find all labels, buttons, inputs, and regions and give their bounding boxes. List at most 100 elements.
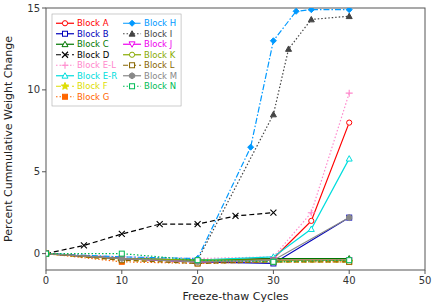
point bbox=[119, 256, 124, 261]
point bbox=[270, 210, 276, 216]
series-line bbox=[46, 93, 349, 258]
y-tick bbox=[42, 253, 46, 254]
legend-item: Block B bbox=[56, 29, 109, 39]
point bbox=[195, 257, 201, 262]
legend-marker bbox=[62, 73, 68, 78]
series-line bbox=[46, 254, 349, 262]
series-line bbox=[46, 254, 349, 264]
x-tick bbox=[197, 270, 198, 274]
x-axis-label: Freeze-thaw Cycles bbox=[182, 290, 288, 303]
point bbox=[46, 251, 49, 257]
point bbox=[119, 256, 125, 261]
series-line bbox=[46, 10, 349, 259]
series bbox=[46, 90, 353, 262]
point bbox=[308, 209, 315, 216]
legend-item: Block N bbox=[123, 81, 176, 91]
legend-item: Block L bbox=[123, 60, 175, 70]
legend-marker bbox=[62, 21, 67, 26]
legend-frame bbox=[52, 14, 181, 106]
legend-label: Block C bbox=[77, 39, 109, 49]
point bbox=[271, 259, 276, 264]
legend-item: Block E-L bbox=[56, 60, 116, 70]
point bbox=[195, 257, 201, 262]
legend-label: Block D bbox=[77, 50, 110, 60]
series bbox=[46, 251, 352, 265]
point bbox=[194, 255, 201, 262]
series bbox=[46, 251, 352, 266]
series-line bbox=[46, 16, 349, 260]
point bbox=[46, 250, 50, 257]
point bbox=[195, 258, 200, 263]
point bbox=[346, 258, 353, 265]
point bbox=[46, 251, 49, 257]
legend-label: Block G bbox=[77, 92, 109, 102]
series-line bbox=[46, 218, 349, 264]
legend-label: Block E-L bbox=[77, 60, 116, 70]
point bbox=[346, 8, 352, 13]
plot-frame bbox=[46, 8, 425, 270]
legend-marker bbox=[129, 42, 135, 47]
legend-label: Block F bbox=[77, 81, 108, 91]
series-line bbox=[46, 254, 349, 262]
point bbox=[270, 111, 276, 116]
y-tick bbox=[42, 8, 46, 9]
point bbox=[119, 231, 125, 237]
legend-label: Block A bbox=[77, 18, 109, 28]
y-tick-label: 5 bbox=[34, 166, 40, 177]
legend-marker bbox=[63, 94, 68, 99]
y-axis-label: Percent Cummulative Weight Change bbox=[2, 36, 15, 242]
point bbox=[195, 221, 201, 227]
point bbox=[46, 251, 49, 256]
legend-marker bbox=[61, 82, 68, 89]
legend-label: Block H bbox=[144, 18, 176, 28]
point bbox=[46, 251, 49, 256]
y-tick-label: 15 bbox=[27, 3, 40, 14]
legend-item: Block C bbox=[56, 39, 109, 49]
legend-item: Block F bbox=[56, 81, 108, 91]
legend-item: Block H bbox=[123, 18, 176, 28]
x-tick-label: 20 bbox=[191, 275, 204, 286]
x-tick-label: 10 bbox=[115, 275, 128, 286]
series bbox=[46, 8, 352, 262]
legend-item: Block M bbox=[123, 71, 177, 81]
series bbox=[46, 120, 352, 263]
legend-label: Block J bbox=[144, 39, 172, 49]
point bbox=[195, 257, 201, 262]
point bbox=[46, 251, 49, 256]
point bbox=[46, 251, 49, 256]
point bbox=[46, 251, 49, 256]
legend-item: Block G bbox=[56, 92, 109, 102]
legend-label: Block N bbox=[144, 81, 176, 91]
x-tick bbox=[46, 270, 47, 274]
y-tick-label: 0 bbox=[34, 248, 40, 259]
legend-marker bbox=[63, 31, 68, 36]
legend-label: Block M bbox=[144, 71, 177, 81]
legend-item: Block D bbox=[56, 50, 110, 60]
x-tick-label: 0 bbox=[43, 275, 49, 286]
point bbox=[286, 46, 292, 51]
x-tick bbox=[349, 270, 350, 274]
legend-label: Block I bbox=[144, 29, 172, 39]
point bbox=[46, 251, 49, 256]
series bbox=[46, 215, 352, 266]
point bbox=[195, 258, 200, 263]
point bbox=[347, 258, 352, 263]
point bbox=[233, 213, 239, 219]
point bbox=[271, 259, 276, 264]
legend: Block ABlock BBlock CBlock DBlock E-LBlo… bbox=[52, 14, 181, 106]
legend-item: Block E-R bbox=[56, 71, 117, 81]
legend-item: Block K bbox=[123, 50, 176, 60]
point bbox=[346, 13, 352, 18]
legend-marker bbox=[62, 52, 68, 58]
series bbox=[46, 156, 352, 263]
series-line bbox=[46, 213, 273, 254]
point bbox=[309, 218, 314, 223]
legend-marker bbox=[62, 62, 69, 69]
point bbox=[119, 256, 124, 261]
point bbox=[347, 215, 352, 221]
point bbox=[308, 226, 314, 231]
legend-label: Block E-R bbox=[77, 71, 117, 81]
point bbox=[347, 215, 352, 220]
legend-marker bbox=[129, 31, 135, 36]
series bbox=[46, 210, 276, 257]
